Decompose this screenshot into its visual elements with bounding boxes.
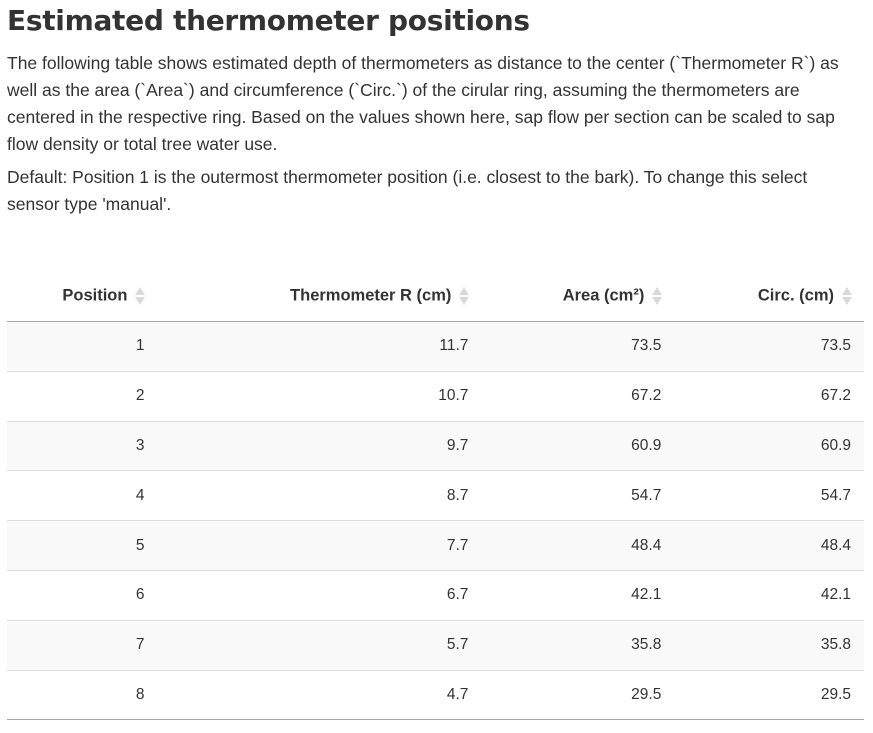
cell-circ: 29.5: [674, 669, 864, 721]
column-header-label: Thermometer R (cm): [290, 285, 452, 304]
cell-position: 3: [7, 420, 158, 471]
cell-thermometer-r: 10.7: [157, 370, 482, 422]
cell-position: 6: [7, 569, 158, 621]
cell-circ: 60.9: [674, 420, 864, 471]
cell-position: 2: [7, 370, 158, 422]
sort-both-icon[interactable]: [842, 285, 852, 307]
cell-circ: 54.7: [674, 470, 864, 521]
table-row: 4 8.7 54.7 54.7: [7, 470, 864, 521]
cell-circ: 42.1: [674, 569, 864, 621]
cell-thermometer-r: 8.7: [157, 470, 482, 521]
cell-thermometer-r: 11.7: [157, 321, 482, 372]
positions-table: Position Thermometer R (cm) Area (cm²) C…: [7, 270, 864, 721]
page: Estimated thermometer positions The foll…: [7, 0, 864, 721]
column-header-position[interactable]: Position: [7, 270, 158, 322]
cell-position: 7: [7, 619, 158, 671]
default-note: Default: Position 1 is the outermost the…: [7, 167, 808, 214]
description-text: ) of the cirular ring, assuming the ther…: [7, 80, 835, 154]
column-header-area[interactable]: Area (cm²): [481, 270, 675, 322]
cell-circ: 67.2: [674, 370, 864, 422]
cell-circ: 48.4: [674, 520, 864, 571]
sort-both-icon[interactable]: [459, 285, 470, 307]
cell-area: 54.7: [481, 470, 675, 521]
code-thermometer-r: `Thermometer R`: [675, 53, 810, 73]
table-row: 3 9.7 60.9 60.9: [7, 420, 864, 471]
column-header-circ[interactable]: Circ. (cm): [674, 270, 864, 322]
table-row: 5 7.7 48.4 48.4: [7, 520, 864, 571]
cell-circ: 35.8: [674, 619, 864, 671]
table-row: 6 6.7 42.1 42.1: [7, 569, 864, 621]
cell-area: 73.5: [481, 321, 675, 372]
table-row: 1 11.7 73.5 73.5: [7, 321, 864, 372]
code-circ: `Circ.`: [354, 80, 402, 100]
column-header-label: Circ. (cm): [757, 285, 834, 304]
cell-position: 1: [7, 321, 158, 372]
sort-both-icon[interactable]: [135, 285, 146, 307]
column-header-label: Area (cm²): [562, 285, 645, 304]
table-row: 8 4.7 29.5 29.5: [7, 669, 864, 721]
cell-area: 60.9: [481, 420, 675, 471]
cell-position: 4: [7, 470, 158, 521]
cell-thermometer-r: 7.7: [157, 520, 482, 571]
cell-position: 8: [7, 669, 158, 721]
cell-area: 67.2: [481, 370, 675, 422]
cell-circ: 73.5: [674, 321, 864, 372]
table-header: Position Thermometer R (cm) Area (cm²) C…: [7, 270, 864, 322]
page-title: Estimated thermometer positions: [7, 4, 530, 37]
table-row: 2 10.7 67.2 67.2: [7, 370, 864, 422]
cell-area: 35.8: [481, 619, 675, 671]
description-text: ) and circumference (: [188, 80, 355, 100]
table-body: 1 11.7 73.5 73.5 2 10.7 67.2 67.2 3 9.7 …: [7, 321, 864, 721]
description-paragraph: The following table shows estimated dept…: [7, 50, 864, 158]
cell-thermometer-r: 6.7: [157, 569, 482, 621]
column-header-label: Position: [62, 285, 128, 304]
code-area: `Area`: [140, 80, 189, 100]
header-row: Position Thermometer R (cm) Area (cm²) C…: [7, 270, 864, 322]
cell-area: 48.4: [481, 520, 675, 571]
cell-area: 42.1: [481, 569, 675, 621]
cell-thermometer-r: 9.7: [157, 420, 482, 471]
sort-both-icon[interactable]: [652, 285, 663, 307]
table-row: 7 5.7 35.8 35.8: [7, 619, 864, 671]
description-text: ) as well as the area (: [7, 53, 839, 100]
description-text: The following table shows estimated dept…: [7, 53, 676, 73]
column-header-thermometer-r[interactable]: Thermometer R (cm): [157, 270, 482, 322]
cell-thermometer-r: 4.7: [157, 669, 482, 721]
cell-position: 5: [7, 520, 158, 571]
cell-thermometer-r: 5.7: [157, 619, 482, 671]
cell-area: 29.5: [481, 669, 675, 721]
